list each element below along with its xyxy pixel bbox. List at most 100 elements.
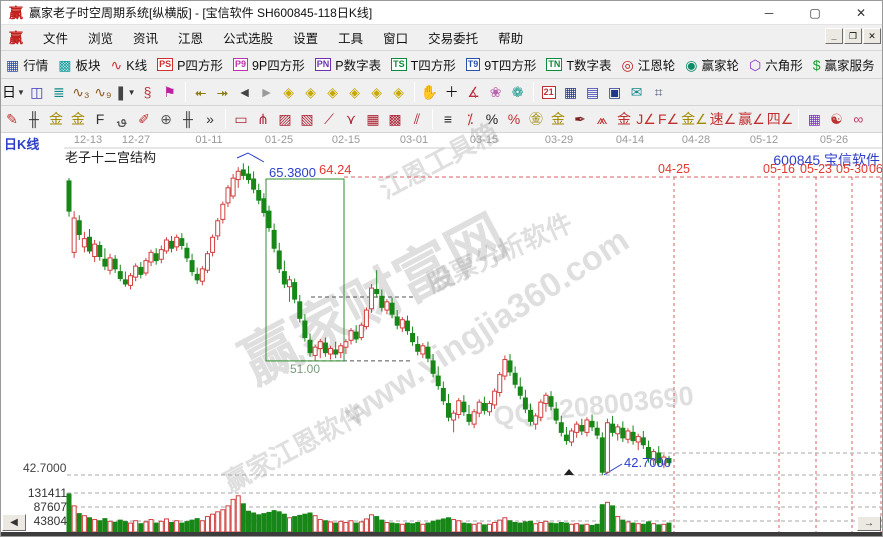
ninet-square-button[interactable]: T9 9T四方形 [461, 53, 542, 76]
chart-area[interactable]: 赢家财富网 www.yingjia360.com 赢家江恩软件 江恩工具箱 股票分析软件… [1, 117, 883, 537]
wave9-button[interactable]: ∿₉ [93, 82, 113, 103]
menu-news[interactable]: 资讯 [133, 32, 159, 46]
wave3-button[interactable]: ∿₃ [71, 82, 91, 103]
child-restore-button[interactable]: ❐ [844, 28, 862, 44]
crosshair-button[interactable]: ＋ [442, 82, 462, 103]
menu-gann[interactable]: 江恩 [178, 32, 204, 46]
minimize-button[interactable]: ─ [764, 6, 774, 20]
t-table-button[interactable]: TN T数字表 [541, 53, 616, 76]
maximize-button[interactable]: ▢ [809, 6, 821, 20]
zoom-right-diamond-button[interactable]: ◈ [301, 82, 321, 103]
h-shrink-diamond-button[interactable]: ◈ [345, 82, 365, 103]
gold-gate1-button[interactable]: 金 [46, 109, 66, 130]
more-tools-button[interactable]: » [200, 109, 220, 130]
scroll-left-button[interactable]: ◀ [2, 514, 26, 531]
flag-button[interactable]: ⚑ [160, 82, 180, 103]
grid-fine-button[interactable]: ▦ [363, 109, 383, 130]
v-line-button[interactable]: ⋎ [341, 109, 361, 130]
p-square-button[interactable]: PS P四方形 [152, 53, 228, 76]
kline-button[interactable]: ∿ K线 [106, 53, 153, 76]
v-expand-diamond-button[interactable]: ◈ [367, 82, 387, 103]
gann-wheel-button[interactable]: ◎ 江恩轮 [617, 53, 681, 76]
j-angle-button[interactable]: J∠ [636, 109, 656, 130]
period-day-selector[interactable]: 日 ▼ [2, 82, 25, 103]
p-table-button[interactable]: PN P数字表 [310, 53, 386, 76]
ladder-button[interactable]: ≡ [438, 109, 458, 130]
spiral-button[interactable]: ؈ [112, 109, 132, 130]
volume-tick-2: 87607 [33, 500, 67, 514]
jump-start-button[interactable]: ⯬ [191, 82, 211, 103]
calculator-button[interactable]: ▦ [561, 82, 581, 103]
scroll-right-button[interactable]: → [857, 516, 881, 531]
hatched-square-button[interactable]: ▧ [297, 109, 317, 130]
stock-list-button[interactable]: ≣ [49, 82, 69, 103]
scale-ruler-button[interactable]: ╫ [24, 109, 44, 130]
grid-box-button[interactable]: ▩ [385, 109, 405, 130]
save-disk-button[interactable]: ▣ [605, 82, 625, 103]
child-minimize-button[interactable]: _ [825, 28, 843, 44]
pattern-button[interactable]: § [138, 82, 158, 103]
menu-file[interactable]: 文件 [43, 32, 69, 46]
menu-tools[interactable]: 工具 [338, 32, 364, 46]
angle-line-button[interactable]: ⟋ [319, 109, 339, 130]
menu-window[interactable]: 窗口 [383, 32, 409, 46]
gold-angle-button[interactable]: 金∠ [681, 109, 708, 130]
shaded-square-button[interactable]: ▨ [275, 109, 295, 130]
percent-button[interactable]: % [482, 109, 502, 130]
menu-help[interactable]: 帮助 [498, 32, 524, 46]
candle-style-selector[interactable]: ❚ ▼ [115, 82, 136, 103]
brain-tool-button[interactable]: ❁ [508, 82, 528, 103]
winner-wheel-button[interactable]: ◉ 赢家轮 [680, 53, 744, 76]
close-button[interactable]: ✕ [855, 6, 867, 20]
jump-end-button[interactable]: ⯮ [213, 82, 233, 103]
color-grid-button[interactable]: ▦ [804, 109, 824, 130]
win-angle-button[interactable]: 赢∠ [738, 109, 765, 130]
f-gate-button[interactable]: F [90, 109, 110, 130]
hand-drag-button[interactable]: ✋ [420, 82, 440, 103]
menu-trade-order[interactable]: 交易委托 [428, 32, 479, 46]
menu-browse[interactable]: 浏览 [88, 32, 114, 46]
h-expand-diamond-button[interactable]: ◈ [323, 82, 343, 103]
f-angle-button[interactable]: F∠ [658, 109, 679, 130]
kline-chart-canvas[interactable] [1, 133, 883, 537]
parallel-lines-button[interactable]: ⫽ [407, 109, 427, 130]
fan-lines-button[interactable]: ⋔ [253, 109, 273, 130]
infinity-button[interactable]: ∞ [848, 109, 868, 130]
percent2-button[interactable]: ⁒ [460, 109, 480, 130]
tulip-tool-button[interactable]: ❀ [486, 82, 506, 103]
send-chart-button[interactable]: ✉ [627, 82, 647, 103]
peak-valley-button[interactable]: ⩕ [592, 109, 612, 130]
zoom-left-diamond-button[interactable]: ◈ [279, 82, 299, 103]
gold-line-button[interactable]: 金 [548, 109, 568, 130]
notebook-button[interactable]: ▤ [583, 82, 603, 103]
gold-circle-button[interactable]: ㊎ [526, 109, 546, 130]
hexagon-button[interactable]: ⬡ 六角形 [744, 53, 808, 76]
child-close-button[interactable]: ✕ [863, 28, 881, 44]
t-square-button[interactable]: TS T四方形 [386, 53, 461, 76]
gold-gate2-button[interactable]: 金 [68, 109, 88, 130]
menu-settings[interactable]: 设置 [293, 32, 319, 46]
speed-angle-button[interactable]: 速∠ [710, 109, 737, 130]
step-forward-button[interactable]: ► [257, 82, 277, 103]
four-angle-button[interactable]: 四∠ [767, 109, 794, 130]
brush2-button[interactable]: ✐ [134, 109, 154, 130]
percent-line-button[interactable]: % [504, 109, 524, 130]
window-style-button[interactable]: ◫ [27, 82, 47, 103]
tick-ruler-button[interactable]: ╫ [178, 109, 198, 130]
winner-service-button[interactable]: $ 赢家服务 [808, 53, 880, 76]
menu-formula-stock-pick[interactable]: 公式选股 [223, 32, 274, 46]
pen-mark-button[interactable]: ✒ [570, 109, 590, 130]
rect-tool-button[interactable]: ▭ [231, 109, 251, 130]
step-back-button[interactable]: ◄ [235, 82, 255, 103]
gold-low-button[interactable]: 金 [614, 109, 634, 130]
angle-measure-button[interactable]: ∡ [464, 82, 484, 103]
calendar-button[interactable]: 21 [539, 82, 559, 103]
cycle-circle-button[interactable]: ⊕ [156, 109, 176, 130]
full-expand-diamond-button[interactable]: ◈ [389, 82, 409, 103]
computer-button[interactable]: ⌗ [649, 82, 669, 103]
brush-red-button[interactable]: ✎ [2, 109, 22, 130]
ninep-square-button[interactable]: P9 9P四方形 [228, 53, 310, 76]
sectors-button[interactable]: ▩ 板块 [53, 53, 105, 76]
quotes-button[interactable]: ▦ 行情 [1, 53, 53, 76]
yinyang-button[interactable]: ☯ [826, 109, 846, 130]
